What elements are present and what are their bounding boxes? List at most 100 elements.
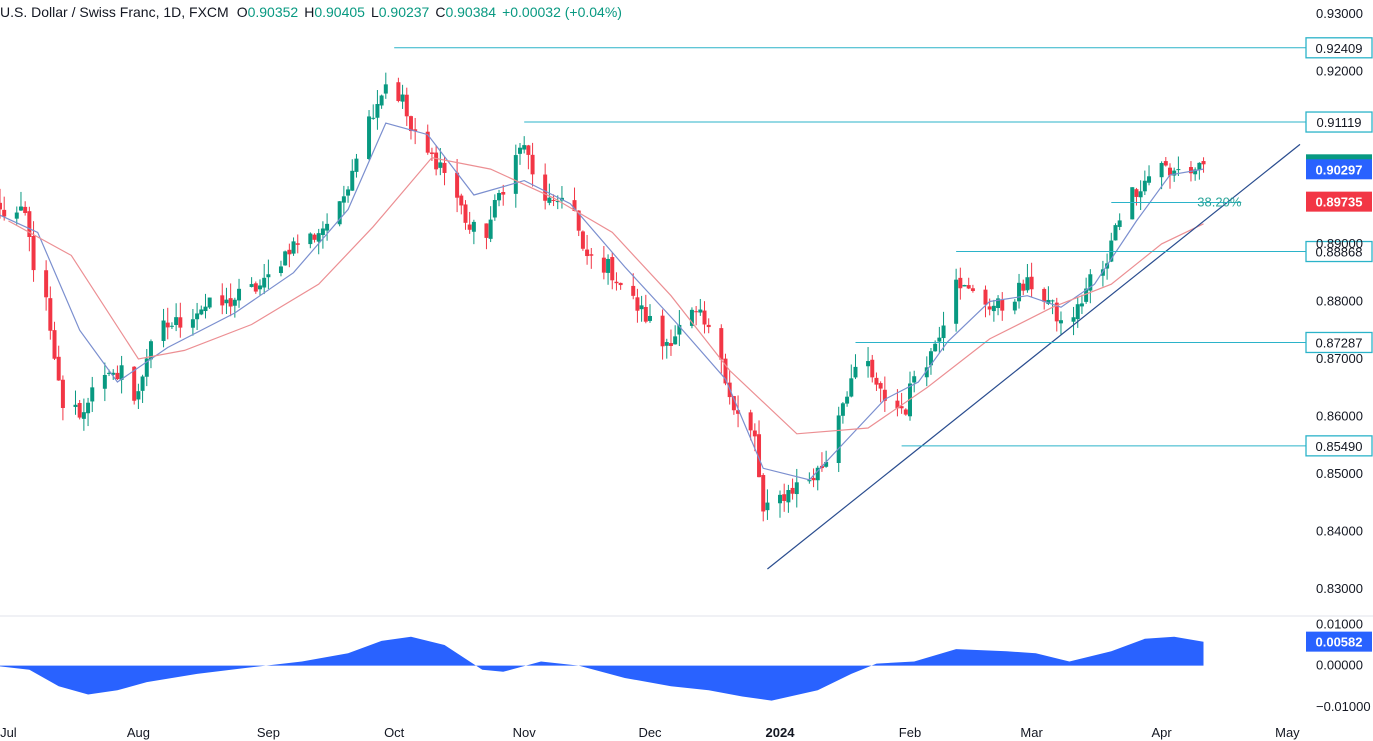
candle bbox=[262, 263, 267, 295]
candle-body bbox=[580, 231, 585, 249]
candle-body bbox=[413, 129, 418, 132]
y-tick-label: 0.88000 bbox=[1316, 293, 1363, 308]
support-trendline bbox=[767, 143, 1301, 570]
candle bbox=[1021, 279, 1026, 296]
candle-body bbox=[731, 396, 736, 411]
candle bbox=[1197, 162, 1202, 180]
candle-body bbox=[572, 200, 577, 212]
candle-body bbox=[2, 209, 7, 217]
level-value-label: 0.91119 bbox=[1316, 115, 1361, 130]
candle bbox=[408, 115, 413, 140]
candle-body bbox=[266, 274, 271, 278]
close-value: 0.90384 bbox=[445, 4, 497, 20]
x-tick-label: Oct bbox=[384, 725, 405, 740]
candle-body bbox=[1075, 304, 1080, 320]
candle bbox=[673, 325, 678, 345]
candle-body bbox=[0, 202, 2, 210]
candle bbox=[836, 406, 841, 473]
candle bbox=[455, 158, 460, 213]
candle-body bbox=[966, 285, 971, 289]
x-tick-label: 2024 bbox=[766, 725, 796, 740]
candle-body bbox=[1017, 282, 1022, 302]
candle bbox=[169, 322, 174, 329]
level-box bbox=[1305, 37, 1373, 59]
candle-body bbox=[778, 494, 782, 504]
candle bbox=[396, 77, 401, 103]
candle-body bbox=[639, 305, 644, 310]
candle-body bbox=[52, 330, 57, 359]
candle bbox=[115, 365, 120, 381]
candle bbox=[232, 297, 237, 318]
candle bbox=[1159, 161, 1164, 190]
candle bbox=[325, 213, 330, 241]
x-tick-label: Jul bbox=[0, 725, 17, 740]
open-label: O bbox=[236, 4, 248, 20]
candle-body bbox=[379, 95, 384, 106]
candle-body bbox=[484, 223, 489, 238]
candle-body bbox=[283, 251, 288, 266]
candle-body bbox=[660, 315, 665, 347]
candle-body bbox=[23, 206, 28, 214]
candle-body bbox=[1054, 302, 1059, 322]
candle bbox=[576, 210, 581, 237]
level-value-label: 0.88868 bbox=[1316, 245, 1363, 260]
candle bbox=[1042, 287, 1047, 310]
candle bbox=[77, 399, 82, 420]
candle bbox=[559, 186, 564, 209]
candle-body bbox=[555, 200, 560, 203]
candle-body bbox=[312, 234, 317, 240]
candle bbox=[677, 310, 682, 346]
candle bbox=[912, 370, 917, 393]
level-box bbox=[1305, 240, 1373, 263]
candle bbox=[635, 288, 640, 323]
candle bbox=[757, 420, 762, 478]
candle bbox=[572, 187, 577, 212]
candle-body bbox=[673, 336, 678, 345]
candle bbox=[341, 185, 346, 215]
low-label: L bbox=[370, 4, 379, 20]
candle-body bbox=[786, 490, 791, 503]
candle-body bbox=[81, 412, 86, 419]
candle bbox=[404, 87, 409, 126]
candle bbox=[207, 297, 212, 309]
candle bbox=[190, 308, 195, 336]
candle bbox=[585, 234, 590, 265]
candle-body bbox=[237, 288, 242, 301]
candle bbox=[551, 194, 556, 207]
candle-body bbox=[794, 482, 799, 495]
candle bbox=[228, 283, 233, 317]
candle-body bbox=[425, 131, 430, 153]
candle-body bbox=[903, 409, 908, 415]
candle-body bbox=[987, 306, 992, 310]
candle bbox=[702, 301, 707, 334]
candle bbox=[664, 338, 669, 359]
candle-body bbox=[991, 305, 996, 312]
candle-body bbox=[1000, 299, 1005, 311]
candle-body bbox=[325, 223, 330, 231]
candle-body bbox=[295, 243, 300, 245]
candle bbox=[786, 484, 791, 513]
candle bbox=[18, 191, 23, 212]
candle bbox=[526, 144, 531, 170]
candle-body bbox=[954, 279, 959, 324]
candle-body bbox=[174, 317, 179, 326]
candle bbox=[794, 468, 799, 508]
candle bbox=[782, 483, 787, 512]
candle-body bbox=[337, 201, 342, 225]
candle bbox=[1201, 157, 1206, 173]
candle bbox=[648, 304, 652, 323]
candle-body bbox=[350, 170, 355, 191]
candle bbox=[522, 136, 527, 154]
candle-body bbox=[610, 257, 615, 281]
candle bbox=[970, 284, 975, 293]
candle bbox=[31, 221, 36, 282]
candle-body bbox=[933, 343, 938, 352]
candle-body bbox=[119, 365, 124, 380]
candle-body bbox=[144, 358, 149, 377]
candle-body bbox=[522, 145, 527, 150]
candle bbox=[287, 243, 292, 268]
candle-body bbox=[840, 403, 845, 416]
candle-body bbox=[702, 310, 707, 325]
candle bbox=[765, 489, 770, 520]
